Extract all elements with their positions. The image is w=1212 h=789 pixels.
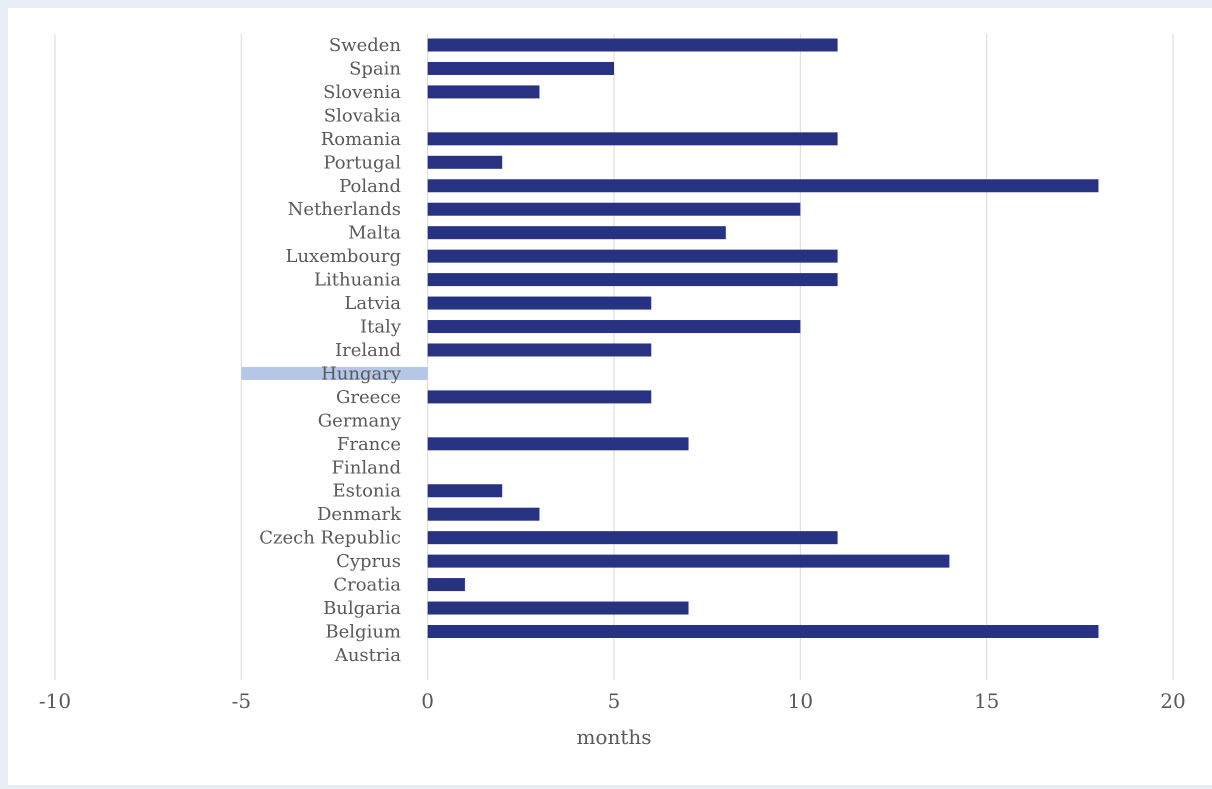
gridlines	[54, 34, 1174, 680]
category-label-ireland: Ireland	[335, 340, 401, 361]
bar-latvia	[427, 296, 652, 310]
bar-czech-republic	[427, 531, 838, 545]
category-label-cyprus: Cyprus	[336, 551, 401, 572]
category-label-latvia: Latvia	[344, 293, 401, 314]
bar-croatia	[427, 578, 465, 592]
category-label-luxembourg: Luxembourg	[286, 246, 402, 267]
bar-sweden	[427, 38, 838, 52]
bar-hungary	[241, 366, 428, 380]
x-tick-labels: -10 -5 0 5 10 15 20	[39, 689, 1186, 713]
bar-romania	[427, 132, 838, 146]
bar-poland	[427, 179, 1099, 193]
bar-greece	[427, 390, 652, 404]
category-label-portugal: Portugal	[323, 152, 401, 173]
bar-ireland	[427, 343, 652, 357]
category-label-hungary: Hungary	[321, 363, 402, 384]
bar-estonia	[427, 484, 503, 498]
category-label-france: France	[337, 434, 401, 455]
x-tick-label: 15	[974, 689, 999, 713]
category-label-slovenia: Slovenia	[323, 82, 401, 103]
category-label-austria: Austria	[334, 645, 401, 666]
bar-netherlands	[427, 202, 801, 216]
bar-slovenia	[427, 85, 540, 99]
category-label-malta: Malta	[348, 223, 401, 244]
category-label-croatia: Croatia	[333, 575, 401, 596]
category-label-belgium: Belgium	[325, 622, 401, 643]
category-label-bulgaria: Bulgaria	[323, 598, 401, 619]
bar-france	[427, 437, 689, 451]
category-label-netherlands: Netherlands	[288, 199, 401, 220]
x-tick-label: 5	[608, 689, 621, 713]
bar-luxembourg	[427, 249, 838, 263]
bar-portugal	[427, 155, 503, 169]
bars	[241, 38, 1099, 638]
bar-bulgaria	[427, 601, 689, 615]
x-tick-label: 0	[421, 689, 434, 713]
category-label-romania: Romania	[321, 129, 402, 150]
x-axis-title: months	[576, 725, 651, 749]
category-label-spain: Spain	[349, 58, 401, 79]
category-label-finland: Finland	[332, 457, 401, 478]
category-label-sweden: Sweden	[329, 35, 402, 56]
bar-cyprus	[427, 554, 950, 568]
x-tick-label: 10	[788, 689, 813, 713]
category-label-lithuania: Lithuania	[314, 270, 401, 291]
bar-belgium	[427, 625, 1099, 638]
bar-spain	[427, 61, 614, 75]
x-tick-label: -10	[39, 689, 71, 713]
chart-panel: Sweden Spain Slovenia Slovakia Romania Portug…	[8, 8, 1212, 785]
bar-malta	[427, 226, 726, 240]
category-label-czech-republic: Czech Republic	[259, 528, 401, 549]
x-tick-label: -5	[232, 689, 251, 713]
bar-denmark	[427, 507, 540, 521]
category-label-italy: Italy	[360, 317, 402, 338]
category-label-germany: Germany	[318, 410, 402, 431]
bar-lithuania	[427, 273, 838, 287]
x-tick-label: 20	[1160, 689, 1185, 713]
category-label-poland: Poland	[339, 176, 401, 197]
category-label-slovakia: Slovakia	[324, 105, 401, 126]
bar-italy	[427, 320, 801, 334]
category-label-greece: Greece	[336, 387, 401, 408]
category-label-estonia: Estonia	[332, 481, 401, 502]
category-label-denmark: Denmark	[317, 504, 402, 525]
